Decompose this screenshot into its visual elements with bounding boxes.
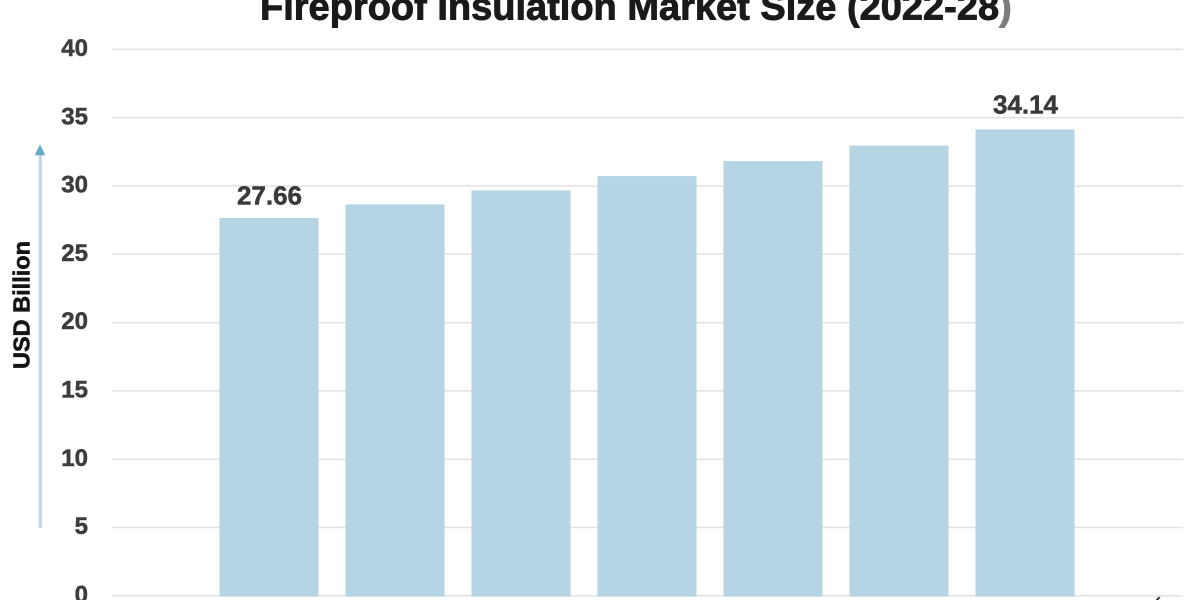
svg-text:10: 10 xyxy=(61,445,88,472)
svg-text:25: 25 xyxy=(61,240,88,267)
svg-text:27.66: 27.66 xyxy=(237,180,302,210)
svg-text:35: 35 xyxy=(61,103,88,130)
svg-text:34.14: 34.14 xyxy=(993,89,1059,119)
svg-text:Fireproof Insulation Market Si: Fireproof Insulation Market Size (2022-2… xyxy=(260,0,1012,29)
svg-text:15: 15 xyxy=(61,377,88,404)
svg-text:30: 30 xyxy=(61,172,88,199)
svg-text:USD Billion: USD Billion xyxy=(9,241,35,369)
svg-text:40: 40 xyxy=(61,35,88,62)
svg-text:20: 20 xyxy=(61,308,88,335)
svg-text:5: 5 xyxy=(75,513,88,540)
svg-text:0: 0 xyxy=(75,581,88,600)
